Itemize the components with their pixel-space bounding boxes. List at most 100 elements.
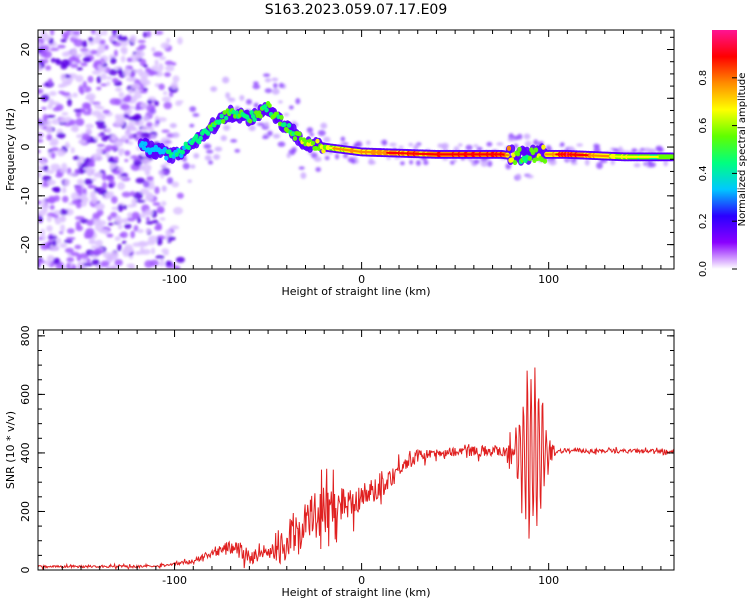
spectrogram-cell <box>124 223 132 229</box>
spectrogram-cell <box>127 204 136 208</box>
spectrogram-cell <box>486 141 493 147</box>
spectrogram-cell <box>111 206 120 211</box>
spectrogram-cell <box>96 124 107 130</box>
spectrogram-cell <box>107 222 114 226</box>
spectrogram-cell <box>86 164 96 168</box>
spectrogram-cell <box>123 70 132 77</box>
spectrogram-cell <box>139 102 148 109</box>
spectrogram-cell <box>170 81 178 90</box>
spectrogram-cell <box>134 106 142 111</box>
spectrogram-cell <box>111 145 118 151</box>
spectrogram-cell <box>105 265 110 269</box>
spectrogram-cell <box>223 115 229 121</box>
spectrogram-cell <box>60 73 66 82</box>
spectrogram-cell <box>118 148 124 157</box>
spectrogram-cell <box>132 90 141 94</box>
spectrogram-cell <box>42 34 51 42</box>
spectrogram-cell <box>38 63 42 69</box>
spectrogram-cell <box>61 162 68 171</box>
spectrogram-cell <box>164 155 169 161</box>
spectrogram-cell <box>151 47 156 52</box>
spectrogram-cell <box>78 156 85 162</box>
spectrogram-cell <box>208 160 214 165</box>
spectrogram-cell <box>324 155 330 161</box>
spectrogram-cell <box>70 125 79 132</box>
spectrogram-cell <box>38 41 42 49</box>
spectrogram-cell <box>122 249 130 257</box>
spectrogram-cell <box>271 77 279 82</box>
spectrogram-cell <box>46 225 53 232</box>
spectrogram-cell <box>72 155 80 161</box>
spectrogram-cell <box>86 258 91 264</box>
spectrogram-cell <box>452 158 458 163</box>
spectrogram-cell <box>46 119 52 127</box>
spectrogram-cell <box>86 219 94 226</box>
spectrogram-cell <box>57 84 65 88</box>
spectrogram-cell <box>45 65 52 71</box>
spectrogram-cell <box>140 188 150 195</box>
spectrogram-cell <box>65 144 71 148</box>
colorbar-gradient <box>712 30 737 269</box>
spectrogram-cell <box>163 91 168 96</box>
spectrogram-cell <box>70 192 79 201</box>
spectrogram-cell <box>70 251 80 257</box>
spectrogram-cell <box>131 211 140 220</box>
spectrogram-cell <box>91 70 102 75</box>
spectrogram-cell <box>110 36 117 41</box>
spectrogram-cell <box>76 67 83 71</box>
spectrogram-cell <box>154 30 164 35</box>
spectrogram-cell <box>73 38 84 47</box>
spectrogram-cell <box>145 220 154 225</box>
spectrogram-cell <box>136 251 146 255</box>
spectrogram-xtick-label: 100 <box>538 273 559 286</box>
spectrogram-cell <box>51 186 60 192</box>
spectrogram-cell <box>247 118 253 124</box>
spectrogram-cell <box>80 88 85 95</box>
spectrogram-cell <box>88 168 96 172</box>
spectrogram-cell <box>516 133 523 140</box>
spectrogram-cell <box>64 247 74 254</box>
spectrogram-cell <box>94 103 102 109</box>
spectrogram-cell <box>139 240 147 246</box>
spectrogram-cell <box>117 182 126 190</box>
spectrogram-cell <box>106 176 115 182</box>
spectrogram-cell <box>38 171 42 178</box>
spectrogram-cell <box>62 195 69 203</box>
spectrogram-cell <box>110 57 117 65</box>
spectrogram-cell <box>171 132 180 138</box>
spectrogram-ytick-label: 20 <box>19 43 32 57</box>
spectrogram-cell <box>152 202 161 206</box>
spectrogram-cell <box>38 260 42 265</box>
spectrogram-cell <box>171 181 180 188</box>
spectrogram-cell <box>81 40 88 48</box>
spectrogram-cell <box>292 136 298 141</box>
spectrogram-cell <box>262 135 269 140</box>
snr-series-line <box>38 367 674 570</box>
spectrogram-cell <box>38 139 44 143</box>
spectrogram-cell <box>209 126 214 132</box>
spectrogram-cell <box>103 228 109 235</box>
spectrogram-cell <box>515 173 522 181</box>
spectrogram-cell <box>524 140 532 148</box>
snr-frame <box>37 329 675 571</box>
spectrogram-cell <box>120 231 128 239</box>
spectrogram-cell <box>193 152 200 159</box>
spectrogram-cell <box>45 126 53 134</box>
spectrogram-cell <box>127 212 133 219</box>
spectrogram-cell <box>206 131 211 136</box>
spectrogram-cell <box>163 101 172 110</box>
spectrogram-cell <box>135 50 145 58</box>
spectrogram-cell <box>137 39 146 44</box>
spectrogram-cell <box>96 86 102 91</box>
spectrogram-cell <box>38 165 42 171</box>
spectrogram-cell <box>225 92 231 99</box>
snr-ytick-label: 400 <box>19 442 32 463</box>
spectrogram-cell <box>45 259 51 267</box>
spectrogram-cell <box>158 169 164 176</box>
spectrogram-cell <box>113 49 118 57</box>
spectrogram-ytick-label: -10 <box>19 187 32 205</box>
spectrogram-cell <box>189 106 197 112</box>
spectrogram-cell <box>93 248 104 255</box>
spectrogram-cell <box>75 225 84 232</box>
spectrogram-cell <box>203 143 212 149</box>
